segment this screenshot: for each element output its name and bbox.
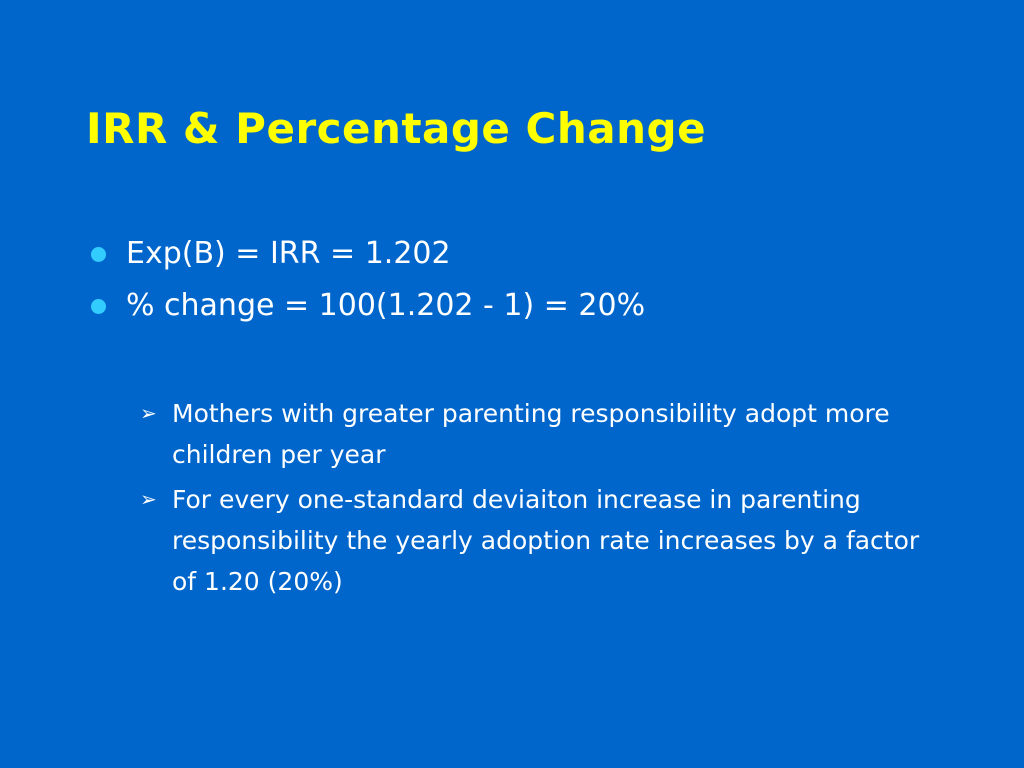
bullet-text: Exp(B) = IRR = 1.202 <box>126 236 451 271</box>
bullet-item: % change = 100(1.202 - 1) = 20% <box>88 280 988 332</box>
arrow-right-icon: ➢ <box>140 487 157 511</box>
sub-bullet-text: For every one-standard deviaiton increas… <box>172 485 920 596</box>
sub-bullet-item: ➢ For every one-standard deviaiton incre… <box>140 479 930 602</box>
bullet-dot-icon <box>91 299 106 314</box>
bullet-list: Exp(B) = IRR = 1.202 % change = 100(1.20… <box>88 228 988 332</box>
bullet-text: % change = 100(1.202 - 1) = 20% <box>126 288 646 323</box>
sub-bullet-text: Mothers with greater parenting responsib… <box>172 399 890 469</box>
sub-bullet-list: ➢ Mothers with greater parenting respons… <box>140 393 930 606</box>
sub-bullet-item: ➢ Mothers with greater parenting respons… <box>140 393 930 475</box>
bullet-dot-icon <box>91 247 106 262</box>
slide-title: IRR & Percentage Change <box>86 104 707 153</box>
arrow-right-icon: ➢ <box>140 401 157 425</box>
bullet-item: Exp(B) = IRR = 1.202 <box>88 228 988 280</box>
